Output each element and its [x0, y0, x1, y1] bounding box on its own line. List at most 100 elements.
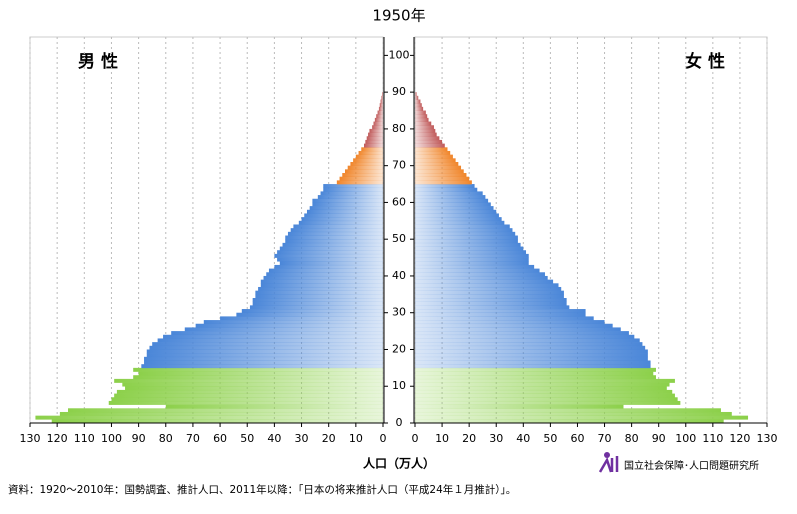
bar	[415, 195, 486, 200]
bar	[415, 338, 640, 343]
logo-icon	[598, 452, 619, 473]
bar	[309, 206, 383, 211]
bar	[293, 224, 383, 229]
x-tick-label: 20	[322, 432, 336, 445]
bar	[415, 316, 594, 321]
x-tick-label: 100	[675, 432, 696, 445]
bar	[138, 371, 383, 376]
bar	[415, 128, 436, 133]
bar	[277, 250, 383, 255]
bar	[415, 312, 586, 317]
bar	[353, 158, 383, 163]
x-tick-label: 130	[20, 432, 41, 445]
bar	[415, 173, 467, 177]
bar	[415, 136, 440, 141]
bar	[306, 209, 383, 214]
bar	[415, 294, 564, 299]
x-tick-label: 80	[625, 432, 639, 445]
bar	[171, 331, 383, 336]
bar	[298, 220, 383, 225]
bar	[415, 279, 554, 284]
bar	[415, 239, 518, 244]
bar	[252, 301, 383, 306]
bar	[415, 375, 656, 380]
bar	[415, 345, 646, 350]
bar	[415, 411, 732, 416]
bar	[255, 290, 383, 295]
bar	[355, 154, 383, 159]
bar	[266, 272, 383, 277]
bar	[415, 275, 548, 280]
bar	[287, 231, 383, 236]
bar	[415, 261, 529, 266]
bar	[59, 411, 383, 416]
bar	[415, 224, 510, 229]
x-tick-label: 70	[598, 432, 612, 445]
bar	[365, 139, 383, 144]
bar	[415, 397, 678, 402]
chart-title: 1950年	[372, 7, 425, 25]
y-tick-label: 50	[392, 232, 406, 245]
y-tick-label: 10	[392, 379, 406, 392]
bar	[415, 268, 540, 273]
bar	[415, 253, 529, 258]
bar	[415, 106, 424, 111]
bar	[358, 150, 383, 155]
bar	[125, 386, 384, 391]
x-axis-label: 人口（万人）	[363, 456, 435, 471]
bar	[415, 364, 651, 369]
bar	[146, 353, 383, 358]
bar	[342, 173, 383, 177]
bar	[290, 228, 383, 233]
bar	[415, 415, 749, 420]
bar	[258, 286, 383, 291]
bar	[415, 327, 621, 332]
bar	[415, 353, 648, 358]
bar	[320, 191, 383, 196]
bar	[415, 165, 462, 170]
bar	[350, 161, 383, 166]
bar	[111, 397, 383, 402]
bar	[116, 389, 384, 394]
bar	[312, 198, 383, 203]
bar	[249, 305, 383, 310]
bar	[415, 114, 428, 119]
bar	[415, 389, 673, 394]
bar	[415, 419, 724, 424]
bar	[415, 117, 429, 122]
bar	[241, 309, 383, 314]
bar	[415, 125, 434, 130]
bar	[274, 253, 383, 258]
bar	[366, 136, 383, 141]
y-tick-label: 80	[392, 122, 406, 135]
y-tick-label: 20	[392, 342, 406, 355]
bar	[347, 165, 383, 170]
bar	[415, 110, 426, 115]
bar	[415, 356, 648, 361]
bar	[415, 400, 681, 405]
y-tick-label: 30	[392, 306, 406, 319]
bar	[195, 323, 383, 328]
bar	[369, 128, 383, 133]
male-label: 男 性	[78, 51, 118, 72]
bar	[381, 95, 383, 100]
bar	[144, 356, 383, 361]
bar	[68, 408, 383, 413]
bar	[415, 298, 567, 302]
bar	[114, 393, 383, 398]
bar	[415, 331, 629, 336]
bar	[152, 342, 383, 347]
bar	[165, 404, 383, 409]
bar	[415, 349, 648, 354]
bar	[415, 334, 635, 339]
bar	[415, 180, 472, 185]
bar	[415, 158, 456, 163]
bar	[268, 268, 383, 273]
bar	[374, 117, 383, 122]
bar	[279, 261, 383, 266]
bar	[372, 125, 383, 130]
bar	[339, 176, 383, 181]
y-tick-label: 60	[392, 195, 406, 208]
bar	[323, 187, 383, 192]
